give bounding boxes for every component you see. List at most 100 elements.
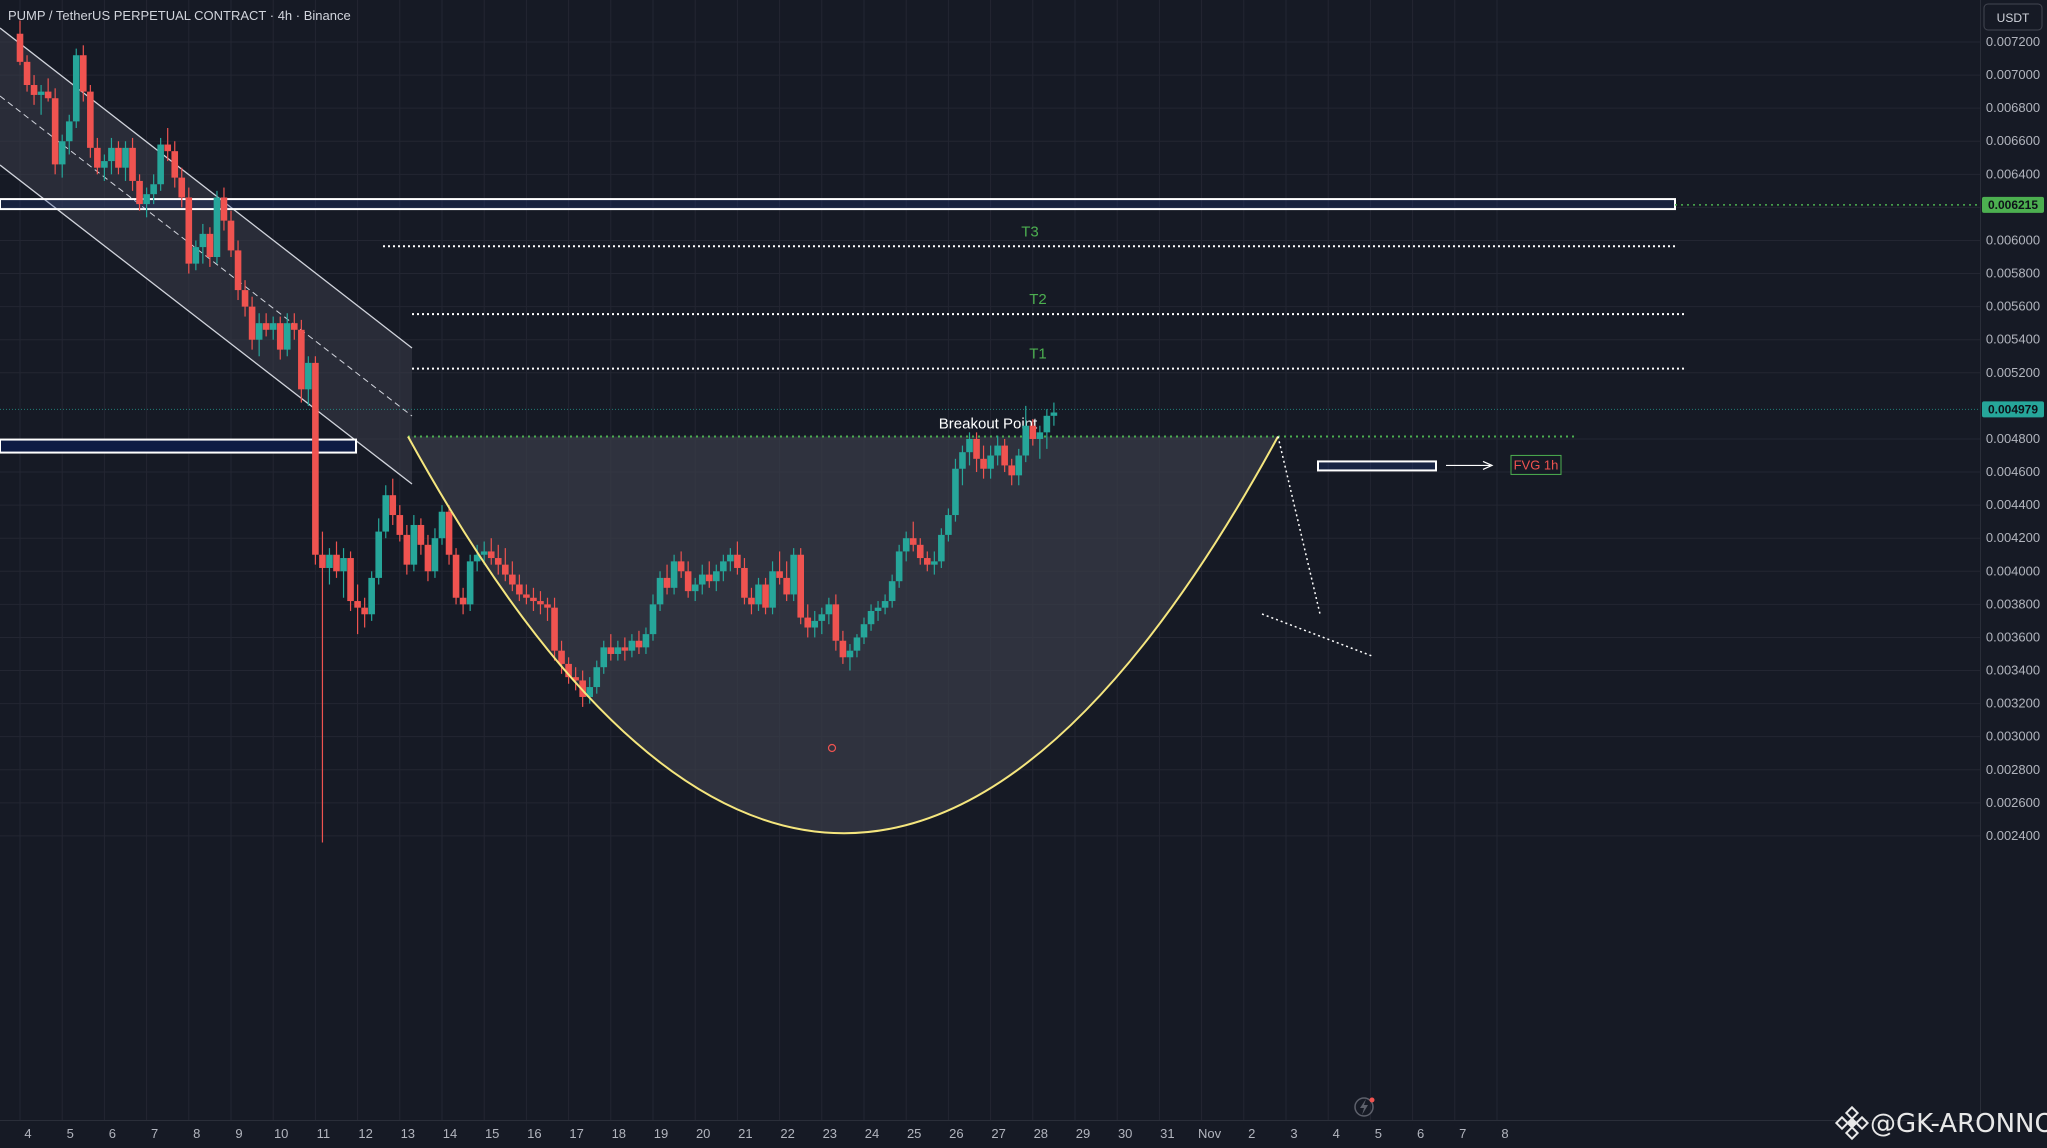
price-badge-label: 0.004979 bbox=[1988, 402, 2038, 416]
candle-body bbox=[677, 561, 685, 572]
x-tick-label: 16 bbox=[527, 1126, 541, 1141]
candle-body bbox=[122, 147, 129, 168]
candle-body bbox=[987, 455, 994, 469]
candle-body bbox=[804, 617, 812, 628]
x-tick-label: 13 bbox=[401, 1126, 415, 1141]
x-tick-label: 18 bbox=[612, 1126, 626, 1141]
candle-body bbox=[811, 620, 819, 628]
target-label: T2 bbox=[1029, 291, 1047, 308]
candle-body bbox=[305, 362, 312, 390]
candle-body bbox=[966, 438, 973, 453]
lightning-icon[interactable] bbox=[1354, 1097, 1375, 1117]
candle-body bbox=[65, 121, 73, 142]
candle-body bbox=[220, 197, 228, 221]
candle-body bbox=[902, 538, 910, 552]
candle-body bbox=[171, 151, 179, 178]
candle-body bbox=[424, 544, 432, 572]
y-tick-label: 0.002400 bbox=[1986, 828, 2040, 843]
x-tick-label: 4 bbox=[24, 1126, 31, 1141]
candle-body bbox=[888, 581, 896, 602]
candle-body bbox=[115, 147, 122, 168]
flag-upper-line bbox=[1277, 436, 1321, 615]
y-tick-label: 0.005600 bbox=[1986, 299, 2040, 314]
candle-body bbox=[579, 680, 586, 697]
candle-body bbox=[523, 594, 530, 598]
y-tick-label: 0.002800 bbox=[1986, 762, 2040, 777]
candle-body bbox=[684, 571, 692, 592]
x-tick-label: Nov bbox=[1198, 1126, 1222, 1141]
candle-body bbox=[916, 544, 924, 559]
candle-body bbox=[129, 147, 136, 181]
candle-body bbox=[23, 61, 31, 86]
candle-body bbox=[1029, 425, 1037, 439]
candle-body bbox=[509, 574, 516, 585]
currency-button[interactable]: USDT bbox=[1983, 3, 2043, 31]
y-tick-label: 0.004400 bbox=[1986, 497, 2040, 512]
candle-body bbox=[931, 561, 938, 565]
candle-body bbox=[790, 554, 797, 595]
candle-body bbox=[361, 607, 368, 615]
candle-body bbox=[734, 554, 741, 568]
y-tick-label: 0.004800 bbox=[1986, 431, 2040, 446]
support-zone-box bbox=[0, 438, 357, 454]
candle-body bbox=[445, 511, 453, 555]
candle-body bbox=[635, 640, 643, 648]
y-axis[interactable]: 0.007200 0.007000 0.006800 0.006600 0.006400… bbox=[1982, 34, 2044, 843]
candle-body bbox=[607, 647, 615, 654]
candle-body bbox=[94, 147, 101, 168]
x-tick-label: 20 bbox=[696, 1126, 710, 1141]
candle-body bbox=[255, 323, 263, 340]
candle-body bbox=[164, 144, 171, 152]
candle-body bbox=[994, 445, 1001, 456]
x-tick-label: 17 bbox=[569, 1126, 583, 1141]
candle-body bbox=[1036, 432, 1044, 439]
candle-body bbox=[143, 194, 150, 205]
candle-body bbox=[867, 610, 875, 625]
x-tick-label: 31 bbox=[1160, 1126, 1174, 1141]
y-tick-label: 0.006000 bbox=[1986, 232, 2040, 247]
x-axis[interactable]: 4 5 6 7 8 9 10 11 12 13 14 15 16 17 18 19 20 21 22 23 24 25 26… bbox=[24, 1126, 1508, 1141]
candle-body bbox=[1043, 415, 1051, 433]
x-tick-label: 29 bbox=[1076, 1126, 1090, 1141]
candle-body bbox=[283, 323, 291, 350]
price-badge-bg bbox=[1982, 196, 2044, 213]
candle-body bbox=[234, 250, 242, 291]
candle-body bbox=[1001, 445, 1008, 466]
channel-mid-line bbox=[0, 95, 413, 417]
candle-body bbox=[382, 495, 390, 532]
candle-body bbox=[494, 558, 502, 565]
y-tick-label: 0.003200 bbox=[1986, 696, 2040, 711]
candle-body bbox=[101, 161, 108, 168]
candle-body bbox=[832, 604, 840, 641]
candles bbox=[16, 20, 1058, 843]
candle-body bbox=[248, 306, 256, 340]
candle-body bbox=[853, 637, 861, 651]
x-tick-label: 7 bbox=[1459, 1126, 1466, 1141]
x-tick-label: 2 bbox=[1248, 1126, 1255, 1141]
y-tick-label: 0.006600 bbox=[1986, 133, 2040, 148]
target-levels: T3 T2 T1 Breakout Point bbox=[0, 204, 1980, 438]
candle-body bbox=[558, 650, 565, 664]
candle-body bbox=[1022, 425, 1030, 456]
y-tick-label: 0.004200 bbox=[1986, 530, 2040, 545]
price-badge: 0.006215 bbox=[1982, 196, 2044, 213]
candle-body bbox=[417, 524, 425, 545]
x-tick-label: 4 bbox=[1333, 1126, 1340, 1141]
candle-body bbox=[593, 667, 601, 688]
x-tick-label: 19 bbox=[654, 1126, 668, 1141]
candle-body bbox=[199, 233, 207, 248]
candle-body bbox=[741, 567, 748, 598]
candle-body bbox=[649, 604, 657, 635]
candle-body bbox=[895, 551, 903, 582]
x-tick-label: 21 bbox=[738, 1126, 752, 1141]
candle-body bbox=[312, 362, 319, 555]
candle-body bbox=[438, 511, 446, 539]
x-tick-label: 11 bbox=[317, 1126, 331, 1141]
candle-body bbox=[410, 524, 418, 565]
candle-body bbox=[839, 640, 847, 658]
candle-body bbox=[727, 554, 734, 562]
candle-body bbox=[516, 584, 523, 595]
candle-body bbox=[389, 495, 397, 516]
candle-body bbox=[136, 180, 143, 205]
